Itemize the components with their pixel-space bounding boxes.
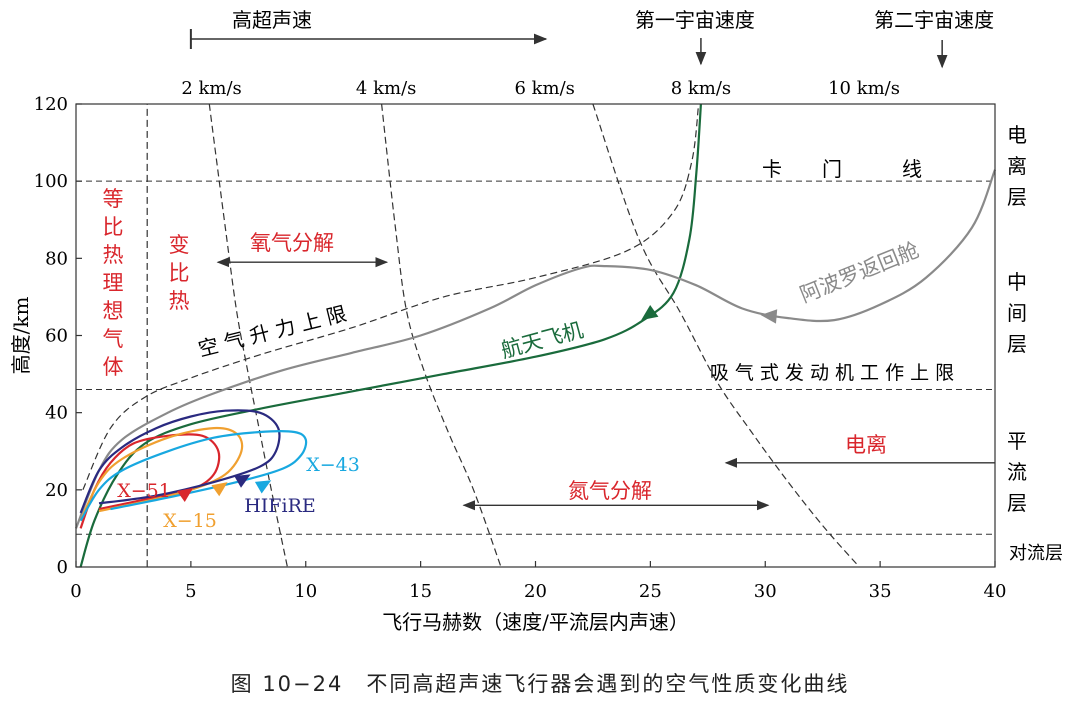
x-tick-label: 30: [754, 581, 777, 602]
x15-label: X−15: [163, 510, 217, 532]
x-tick-label: 5: [185, 581, 196, 602]
x51-label: X−51: [117, 480, 171, 502]
hifire-arrow: [234, 474, 251, 488]
x-axis-title: 飞行马赫数（速度/平流层内声速）: [382, 610, 689, 634]
x15-arrow: [211, 482, 228, 497]
series-line: [79, 103, 702, 568]
series-line: [74, 169, 997, 529]
oxygen-dissociation-label: 氧气分解: [250, 231, 334, 255]
y-tick-label: 60: [45, 326, 68, 347]
x-tick-label: 0: [70, 581, 81, 602]
variable-heat-label: 变比热: [169, 233, 190, 313]
nitrogen-dissociation-label: 氮气分解: [568, 479, 652, 503]
y-tick-label: 100: [34, 171, 68, 192]
ionization-label: 电离: [845, 433, 887, 457]
figure-caption: 图 10−24 不同高超声速飞行器会遇到的空气性质变化曲线: [230, 672, 850, 696]
shuttle-arrow: [641, 304, 659, 321]
x-tick-label: 20: [524, 581, 547, 602]
x-tick-label: 25: [639, 581, 662, 602]
second-cosmic-label: 第二宇宙速度: [874, 8, 994, 32]
series-line: [79, 409, 281, 514]
top-axis-tick-label: 6 km/s: [514, 78, 574, 99]
dashed-curve: [592, 103, 860, 568]
karman-line-label: 卡 门 线: [762, 157, 922, 181]
x43-arrow: [254, 480, 272, 494]
dashed-curve: [208, 103, 288, 568]
airbreathing-limit-label: 吸 气 式 发 动 机 工 作 上 限: [710, 362, 954, 384]
top-axis-tick-label: 10 km/s: [828, 78, 900, 99]
lift-limit-label: 空 气 升 力 上 限: [196, 301, 349, 361]
stratosphere-label: 平流层: [1007, 429, 1027, 515]
y-tick-label: 120: [34, 94, 68, 115]
y-tick-label: 0: [57, 557, 68, 578]
top-axis-tick-label: 4 km/s: [356, 78, 416, 99]
top-axis-tick-label: 8 km/s: [671, 78, 731, 99]
x-tick-label: 35: [869, 581, 892, 602]
y-tick-label: 80: [45, 248, 68, 269]
ideal-gas-label: 等比热理想气体: [103, 187, 124, 379]
first-cosmic-label: 第一宇宙速度: [635, 8, 755, 32]
dashed-curve: [381, 103, 502, 568]
y-tick-label: 20: [45, 480, 68, 501]
y-tick-label: 40: [45, 403, 68, 424]
hifire-label: HIFiRE: [244, 495, 316, 517]
y-axis-title: 高度/km: [9, 297, 33, 375]
series-line: [79, 430, 308, 522]
x-tick-label: 40: [984, 581, 1007, 602]
x-tick-label: 10: [294, 581, 317, 602]
mesosphere-label: 中间层: [1007, 270, 1027, 356]
top-axis-tick-label: 2 km/s: [181, 78, 241, 99]
apollo-label: 阿波罗返回舱: [796, 238, 922, 307]
hypersonic-label: 高超声速: [232, 8, 312, 32]
ionosphere-label: 电离层: [1007, 123, 1027, 209]
troposphere-label: 对流层: [1009, 543, 1063, 564]
apollo-arrow: [760, 309, 778, 324]
dashed-curve: [82, 103, 700, 491]
x51-arrow: [177, 487, 194, 503]
x43-label: X−43: [306, 454, 360, 476]
x-tick-label: 15: [409, 581, 432, 602]
